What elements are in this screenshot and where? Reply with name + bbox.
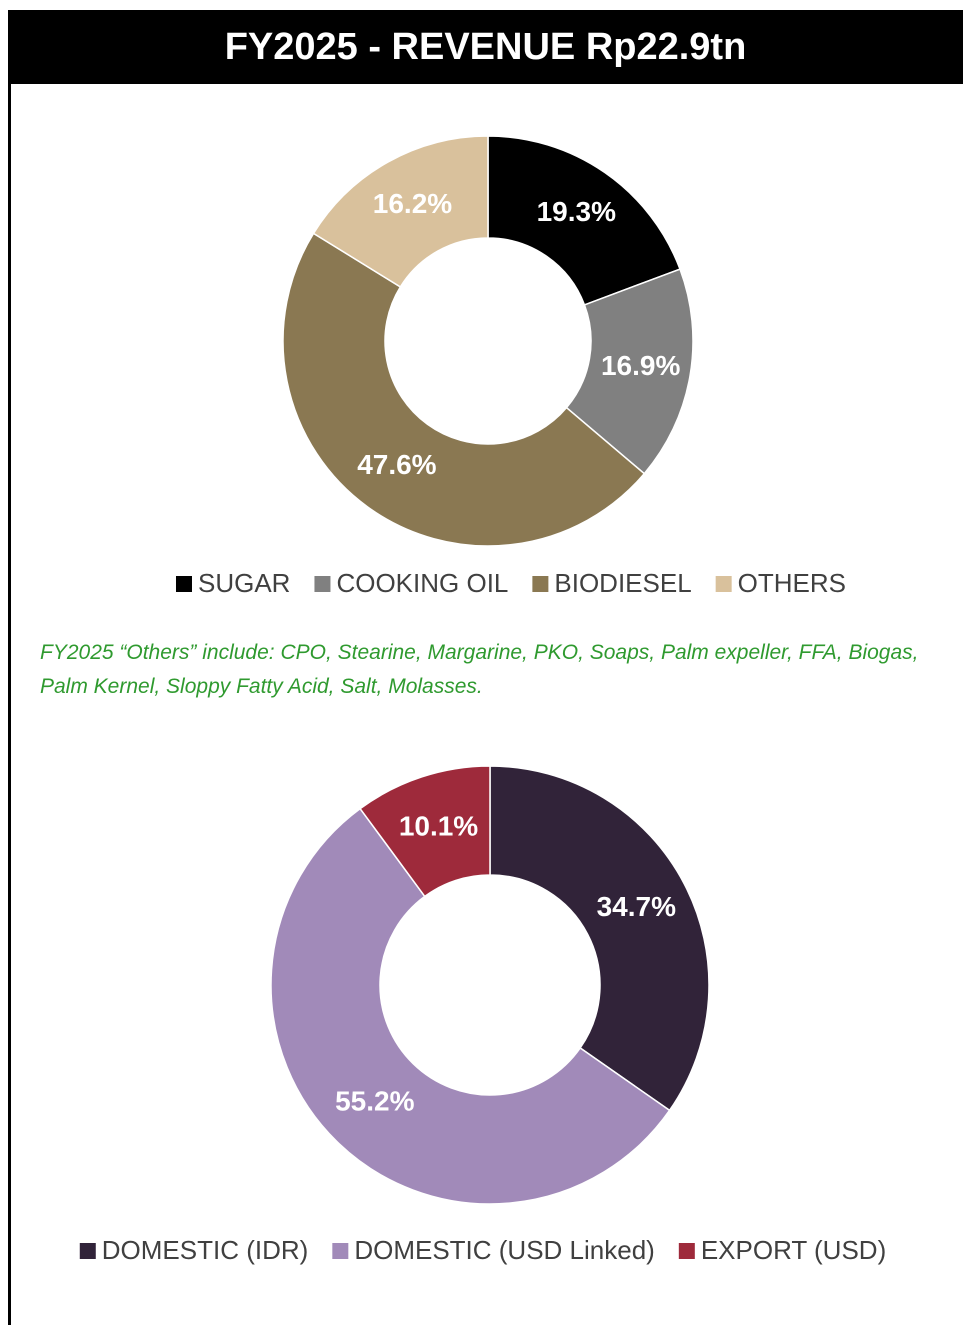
- legend-label: DOMESTIC (USD Linked): [354, 1235, 655, 1265]
- data-label: 55.2%: [335, 1086, 414, 1117]
- legend-swatch: [175, 576, 192, 592]
- data-label: 10.1%: [399, 811, 478, 842]
- legend-label: BIODIESEL: [554, 568, 691, 598]
- donut-segment: [282, 232, 646, 547]
- legend-swatch: [678, 1243, 695, 1259]
- legend: SUGAR COOKING OIL BIODIESEL OTHERS: [175, 568, 846, 598]
- data-label: 16.9%: [601, 350, 680, 381]
- donut-segment: [270, 807, 671, 1205]
- left-border: [8, 84, 11, 1325]
- legend-swatch: [79, 1243, 96, 1259]
- legend: DOMESTIC (IDR) DOMESTIC (USD Linked) EXPOR…: [79, 1235, 886, 1265]
- legend-swatch: [532, 576, 549, 592]
- donut-segment: [359, 765, 491, 898]
- donut-segment: [565, 268, 694, 475]
- donut-segment: [489, 765, 710, 1112]
- legend-swatch: [332, 1243, 349, 1259]
- legend-swatch: [715, 576, 732, 592]
- donut-segment: [487, 135, 681, 306]
- donut-segment: [312, 135, 489, 288]
- legend-swatch: [314, 576, 331, 592]
- legend-label: DOMESTIC (IDR): [102, 1235, 309, 1265]
- data-label: 19.3%: [537, 196, 616, 227]
- note: FY2025 “Others” include: CPO, Stearine, …: [40, 641, 919, 698]
- legend-label: OTHERS: [738, 568, 846, 598]
- legend-label: SUGAR: [198, 568, 290, 598]
- data-label: 16.2%: [373, 188, 452, 219]
- header-title: FY2025 - REVENUE Rp22.9tn: [8, 10, 963, 84]
- legend-label: EXPORT (USD): [701, 1235, 886, 1265]
- legend-label: COOKING OIL: [336, 568, 508, 598]
- data-label: 47.6%: [357, 449, 436, 480]
- data-label: 34.7%: [597, 891, 676, 922]
